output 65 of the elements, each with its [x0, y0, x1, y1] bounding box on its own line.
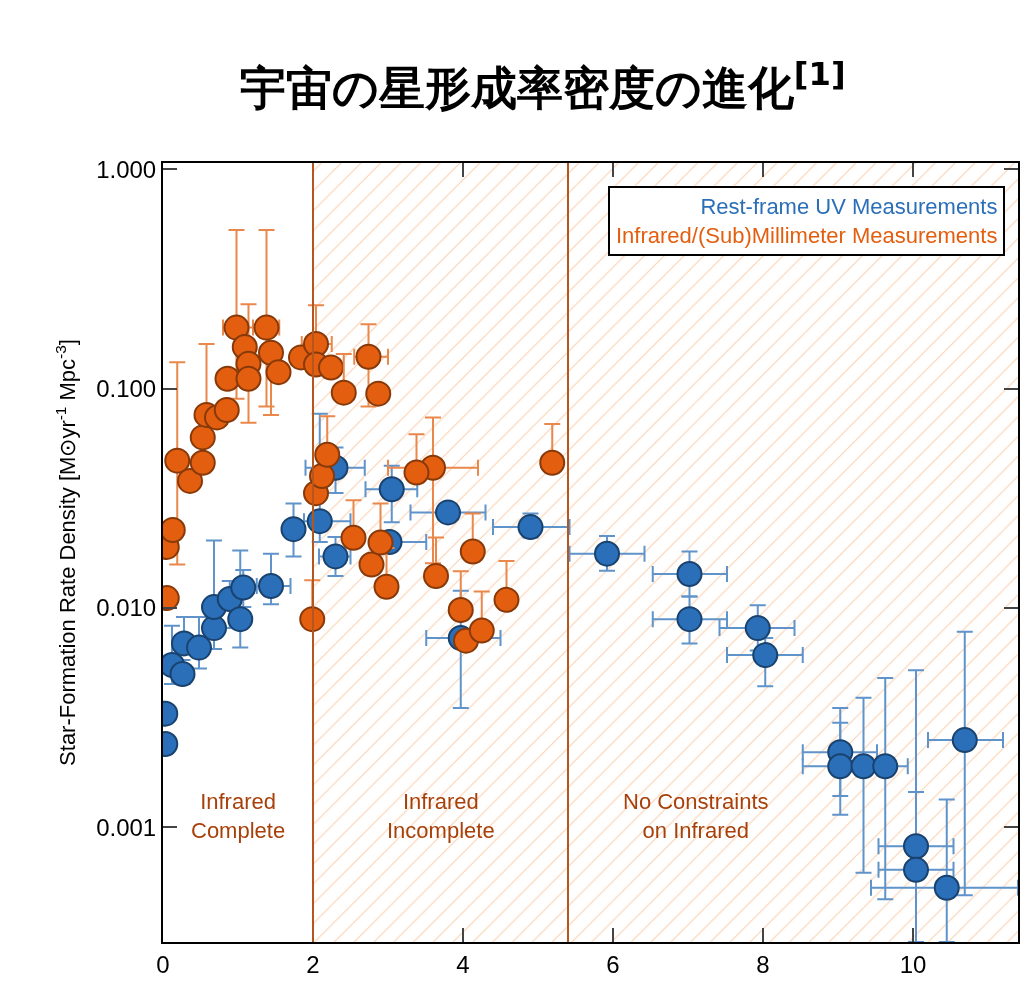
point: [423, 562, 449, 589]
point: [214, 365, 241, 392]
point: [201, 615, 227, 642]
point: [258, 339, 284, 366]
point: [322, 543, 349, 570]
point: [850, 753, 877, 780]
point: [258, 573, 284, 600]
point: [373, 573, 400, 600]
y-tick-label: 1.000: [96, 155, 157, 183]
point: [265, 359, 292, 386]
point: [235, 365, 262, 392]
point: [594, 540, 620, 567]
point: [539, 449, 566, 476]
point: [164, 447, 191, 474]
text: Infrared/(Sub)Millimeter Measurements: [616, 222, 998, 248]
point: [186, 634, 212, 661]
point: [493, 586, 520, 613]
point: [314, 441, 341, 468]
point: [330, 379, 357, 406]
point: [951, 727, 978, 754]
point: [903, 856, 929, 883]
point: [189, 449, 216, 476]
point: [676, 560, 703, 587]
point: [230, 574, 257, 601]
point: [403, 459, 430, 486]
point: [213, 396, 240, 423]
point: [280, 516, 307, 543]
point: [189, 424, 216, 451]
x-tick-label: 8: [756, 950, 770, 978]
point: [365, 380, 392, 407]
point: [355, 343, 382, 370]
point: [447, 596, 474, 623]
x-tick-label: 6: [606, 950, 620, 978]
text: Rest-frame UV Measurements: [700, 194, 998, 219]
point: [435, 499, 461, 526]
point: [872, 753, 899, 780]
point: [676, 606, 703, 633]
point: [306, 508, 333, 535]
point: [827, 753, 854, 780]
band-label: Infrared Incomplete: [387, 789, 495, 843]
point: [752, 642, 779, 669]
point: [358, 551, 385, 578]
x-tick-label: 10: [899, 950, 927, 978]
point: [744, 615, 771, 642]
chart-title: 宇宙の星形成率密度の進化$^{[1]}$: [239, 55, 846, 116]
point: [933, 874, 960, 901]
point: [227, 606, 254, 633]
annotation: Infrared Complete: [191, 789, 286, 843]
point: [367, 529, 394, 556]
band-label: No Constraints on Infrared: [623, 789, 769, 843]
x-tick-label: 2: [306, 950, 320, 978]
point: [253, 314, 280, 341]
point: [177, 467, 203, 494]
point: [468, 617, 495, 644]
x-tick-label: 0: [156, 950, 170, 978]
point: [340, 524, 367, 551]
x-tick-label: 4: [456, 950, 470, 978]
point: [459, 538, 486, 565]
y-tick-label: 0.001: [96, 813, 157, 841]
point: [903, 833, 929, 860]
y-tick-label: 0.010: [96, 594, 157, 622]
point: [318, 354, 344, 381]
y-tick-label: 0.100: [96, 375, 157, 403]
point: [169, 661, 196, 688]
point: [378, 476, 405, 503]
